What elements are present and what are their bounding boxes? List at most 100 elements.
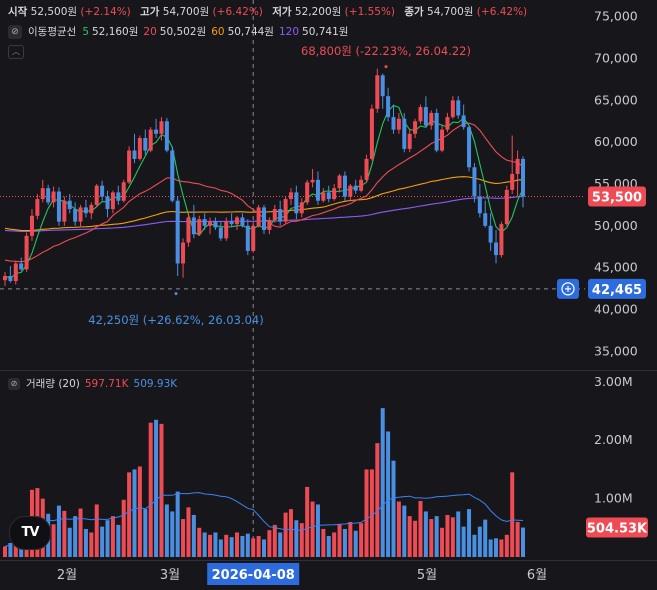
plus-circle-icon (561, 282, 575, 296)
high-label: 고가 (140, 6, 160, 18)
candle-body (19, 263, 24, 270)
candle-body (310, 179, 315, 183)
volume-bar (342, 528, 347, 557)
volume-bar (62, 510, 67, 557)
last-volume-badge (586, 517, 648, 538)
volume-bar (423, 511, 428, 557)
volume-bar (326, 535, 331, 557)
close-label: 종가 (404, 6, 424, 18)
candle-body (186, 217, 191, 243)
price-tick-label: 70,000 (594, 51, 638, 66)
volume-bar (413, 520, 418, 557)
candle-body (154, 129, 159, 134)
volume-bar (488, 539, 493, 557)
candle-body (504, 189, 509, 225)
volume-bar (256, 535, 261, 557)
candle-body (386, 96, 391, 118)
low-marker (174, 292, 178, 296)
price-tick-label: 45,000 (594, 260, 638, 275)
crosshair-date-badge (207, 563, 300, 585)
candle-body (515, 158, 520, 174)
volume-bar (418, 500, 423, 557)
candle-body (369, 108, 374, 159)
high-marker (384, 65, 388, 69)
volume-bar (51, 524, 56, 557)
volume-bar (143, 509, 148, 557)
volume-bar (105, 520, 110, 557)
volume-bar (369, 469, 374, 557)
ma120-value: 50,741원 (302, 26, 349, 38)
candle-body (375, 75, 380, 109)
ma60-period: 60 (211, 25, 225, 38)
ma5-value: 52,160원 (92, 26, 139, 38)
candle-body (29, 215, 34, 236)
candle-body (213, 221, 218, 228)
high-value: 54,700원 (162, 6, 210, 18)
candle-body (8, 276, 13, 282)
volume-bar (8, 542, 13, 557)
candle-body (434, 112, 439, 151)
candle-body (418, 107, 423, 122)
last-price-label: 53,500 (592, 191, 642, 206)
eye-off-icon[interactable]: ⊘ (8, 24, 22, 39)
collapse-legend-button[interactable]: ︿ (8, 45, 24, 59)
candle-body (116, 192, 121, 201)
candle-body (35, 199, 40, 216)
volume-value-1: 597.71K (84, 377, 129, 390)
crosshair-price-label: 42,465 (592, 283, 642, 298)
candle-body (396, 118, 401, 130)
volume-bar (208, 534, 213, 557)
volume-bar (278, 532, 283, 557)
tradingview-logo[interactable]: TV (9, 516, 51, 550)
volume-bar (164, 504, 169, 557)
candle-body (467, 127, 472, 168)
volume-bar (116, 524, 121, 557)
volume-bar (299, 523, 304, 557)
volume-bar (429, 519, 434, 557)
candle-body (294, 192, 299, 214)
volume-bar (94, 504, 99, 557)
price-tick-label: 50,000 (594, 218, 638, 233)
candle-body (110, 192, 115, 210)
candle-body (326, 192, 331, 200)
volume-bar (3, 546, 7, 557)
volume-bar (456, 511, 461, 557)
volume-value-2: 509.93K (133, 377, 178, 390)
volume-bar (224, 534, 229, 557)
volume-bar (288, 509, 293, 557)
ma20-period: 20 (143, 25, 157, 38)
time-tick-label: 3월 (160, 568, 180, 583)
candle-body (235, 217, 240, 225)
candle-body (450, 100, 455, 118)
volume-bar (359, 523, 364, 557)
candle-body (67, 200, 72, 210)
volume-bar (467, 509, 472, 557)
candle-body (262, 207, 266, 230)
candle-body (278, 209, 283, 222)
low-pct: (+1.55%) (344, 6, 396, 18)
candle-body (353, 185, 358, 191)
volume-bar (434, 516, 439, 557)
candle-body (391, 117, 396, 130)
eye-off-icon[interactable]: ⊘ (8, 377, 20, 390)
candle-body (56, 191, 61, 222)
volume-bar (477, 526, 482, 557)
candle-body (321, 192, 326, 201)
volume-bar (186, 507, 191, 557)
crosshair-price-badge (588, 278, 646, 299)
candle-body (40, 188, 45, 200)
ma120-period: 120 (278, 25, 300, 38)
volume-bar (56, 505, 61, 557)
candle-body (83, 207, 88, 214)
candle-body (488, 225, 493, 243)
candle-body (359, 179, 364, 191)
candle-body (51, 191, 56, 203)
candle-body (456, 100, 461, 116)
candle-body (494, 242, 499, 256)
candle-body (159, 121, 164, 134)
volume-bar (89, 532, 94, 557)
volume-bar (235, 532, 240, 557)
crosshair-date-label: 2026-04-08 (212, 568, 295, 583)
